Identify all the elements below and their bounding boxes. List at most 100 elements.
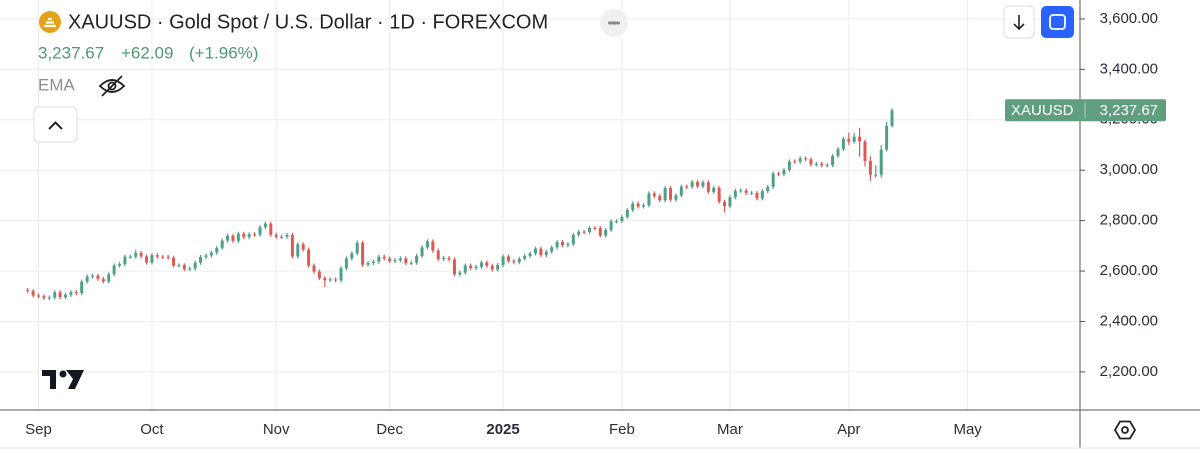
candle-body	[712, 187, 716, 192]
candle-body	[858, 136, 862, 142]
collapse-icon	[48, 121, 63, 130]
candle-body	[744, 190, 748, 193]
candle-body	[647, 193, 651, 206]
candle-body	[679, 186, 683, 196]
candle-body	[436, 250, 440, 259]
candle-body	[96, 275, 100, 279]
candle-body	[388, 258, 392, 261]
candle-body	[728, 197, 732, 207]
candle-body	[371, 261, 375, 263]
candle-body	[863, 141, 867, 161]
candle-body	[166, 256, 170, 258]
candle-body	[344, 258, 348, 269]
hide-indicator-icon[interactable]	[98, 75, 126, 97]
candle-body	[404, 258, 408, 263]
candle-body	[674, 195, 678, 200]
candle-body	[793, 161, 797, 163]
candle-body	[847, 138, 851, 142]
candle-body	[253, 234, 257, 236]
candle-body	[523, 255, 527, 259]
candle-body	[361, 242, 365, 265]
candle-body	[172, 257, 176, 266]
candle-body	[312, 265, 316, 272]
candle-body	[274, 234, 278, 237]
candle-body	[733, 190, 737, 198]
candle-body	[409, 262, 413, 264]
candle-body	[479, 262, 483, 267]
candle-body	[701, 182, 705, 187]
candle-body	[263, 223, 267, 228]
candle-body	[328, 279, 332, 281]
candle-body	[442, 257, 446, 259]
candle-body	[139, 252, 143, 257]
candle-body	[771, 173, 775, 187]
axes: 2,200.00 2,400.00 2,600.00 2,800.00 3,000.00…	[25, 10, 1166, 438]
x-tick-label: Mar	[717, 421, 743, 438]
x-tick-label: Apr	[837, 421, 860, 438]
candle-body	[393, 260, 397, 262]
fullscreen-icon	[1049, 14, 1066, 30]
candle-body	[496, 265, 500, 270]
candle-body	[317, 271, 321, 279]
candle-body	[37, 295, 41, 297]
candle-body	[642, 205, 646, 207]
candle-body	[285, 235, 289, 237]
y-tick-label: 2,200.00	[1100, 363, 1158, 380]
candle-body	[517, 258, 521, 263]
candle-body	[885, 125, 889, 150]
candle-body	[588, 227, 592, 232]
x-tick-label: Feb	[609, 421, 635, 438]
candle-body	[425, 241, 429, 248]
candle-body	[155, 255, 159, 257]
candle-body	[42, 296, 46, 299]
candle-body	[582, 231, 586, 233]
candle-body	[598, 228, 602, 236]
candle-body	[723, 201, 727, 207]
download-icon	[1013, 15, 1025, 31]
candle-body	[47, 297, 51, 299]
collapse-button[interactable]	[33, 106, 78, 143]
settings-button[interactable]	[1113, 420, 1137, 440]
candles	[26, 108, 894, 301]
candle-body	[879, 149, 883, 175]
candle-body	[604, 229, 608, 236]
candle-body	[231, 235, 235, 241]
indicator-name: EMA	[38, 75, 76, 94]
candle-body	[528, 253, 532, 256]
candle-body	[506, 256, 510, 261]
candle-body	[550, 247, 554, 252]
candle-body	[868, 160, 872, 175]
fullscreen-button[interactable]	[1041, 6, 1074, 38]
candle-body	[220, 240, 224, 248]
candle-body	[631, 203, 635, 211]
candle-body	[539, 248, 543, 256]
minimize-icon	[608, 21, 620, 25]
x-tick-label: May	[953, 421, 982, 438]
candle-body	[334, 279, 338, 281]
candle-body	[101, 278, 105, 282]
candle-body	[242, 233, 246, 238]
candle-body	[636, 203, 640, 207]
candle-body	[447, 257, 451, 260]
candle-body	[26, 289, 30, 291]
candle-body	[301, 244, 305, 250]
candle-body	[382, 256, 386, 259]
candle-body	[80, 281, 84, 294]
candle-body	[501, 256, 505, 266]
candle-body	[825, 165, 829, 167]
candle-body	[377, 256, 381, 262]
candle-body	[615, 221, 619, 223]
candle-body	[533, 248, 537, 254]
candle-body	[777, 173, 781, 175]
y-tick-label: 3,400.00	[1100, 60, 1158, 77]
candle-body	[226, 235, 230, 241]
candle-body	[750, 192, 754, 194]
candle-body	[193, 262, 197, 269]
candle-body	[560, 242, 564, 246]
price-tag-symbol: XAUUSD	[1011, 102, 1074, 119]
candle-body	[652, 193, 656, 197]
candle-body	[782, 169, 786, 175]
symbol-icon-glyph	[44, 17, 56, 28]
candle-body	[123, 256, 127, 265]
